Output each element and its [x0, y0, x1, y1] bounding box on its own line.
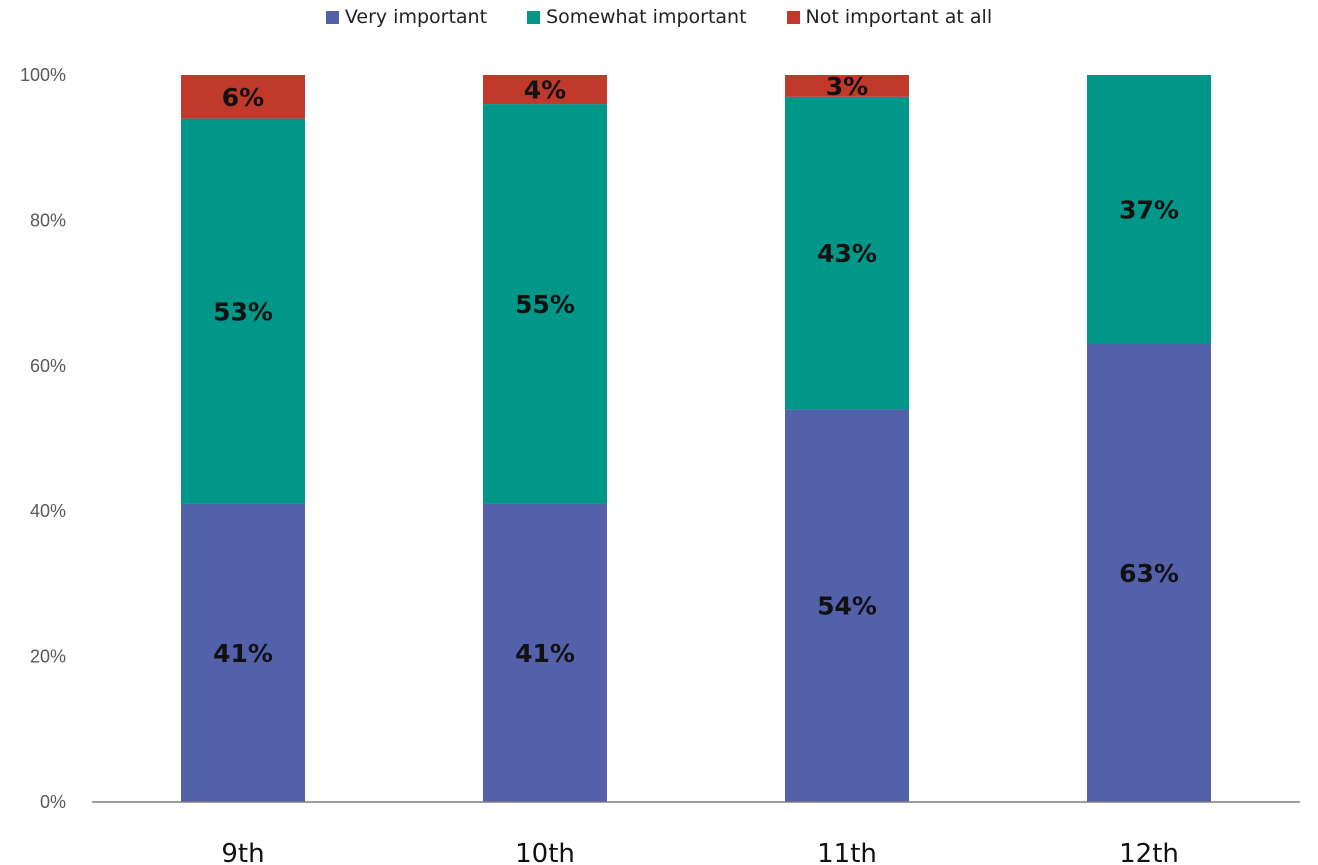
- bar-segment: [785, 75, 909, 97]
- bar-segment: [181, 118, 305, 504]
- legend-swatch: [786, 10, 800, 24]
- legend-swatch: [325, 10, 339, 24]
- y-tick-label: 80%: [30, 210, 66, 230]
- legend-label: Somewhat important: [546, 6, 747, 28]
- x-category-label: 11th: [817, 839, 877, 865]
- x-category-label: 12th: [1119, 839, 1179, 865]
- bar-segment: [483, 104, 607, 504]
- data-label: 4%: [524, 76, 566, 105]
- legend-item-somewhat-important: Somewhat important: [527, 6, 747, 28]
- data-label: 41%: [515, 639, 575, 668]
- data-label: 3%: [826, 72, 868, 101]
- data-label: 55%: [515, 290, 575, 319]
- bar-segment: [785, 96, 909, 410]
- legend-label: Very important: [344, 6, 488, 28]
- x-category-label: 10th: [515, 839, 575, 865]
- bar-segment: [181, 503, 305, 802]
- y-tick-label: 20%: [30, 647, 66, 667]
- data-label: 41%: [213, 639, 273, 668]
- data-label: 6%: [222, 83, 264, 112]
- legend: Very important Somewhat important Not im…: [0, 6, 1318, 28]
- legend-item-not-important: Not important at all: [786, 6, 993, 28]
- data-label: 63%: [1119, 559, 1179, 588]
- bar-segment: [785, 409, 909, 802]
- data-label: 37%: [1119, 195, 1179, 224]
- legend-item-very-important: Very important: [325, 6, 488, 28]
- bar-segment: [181, 75, 305, 119]
- legend-swatch: [527, 10, 541, 24]
- y-tick-label: 0%: [40, 792, 66, 812]
- bar-segment: [483, 503, 607, 802]
- bar-segment: [1087, 75, 1211, 344]
- bar-segment: [1087, 343, 1211, 802]
- legend-label: Not important at all: [805, 6, 993, 28]
- y-tick-label: 60%: [30, 356, 66, 376]
- y-tick-label: 40%: [30, 501, 66, 521]
- data-label: 43%: [817, 239, 877, 268]
- data-label: 54%: [817, 592, 877, 621]
- data-label: 53%: [213, 297, 273, 326]
- y-tick-label: 100%: [20, 65, 66, 85]
- x-category-label: 9th: [221, 839, 264, 865]
- bar-segment: [483, 75, 607, 105]
